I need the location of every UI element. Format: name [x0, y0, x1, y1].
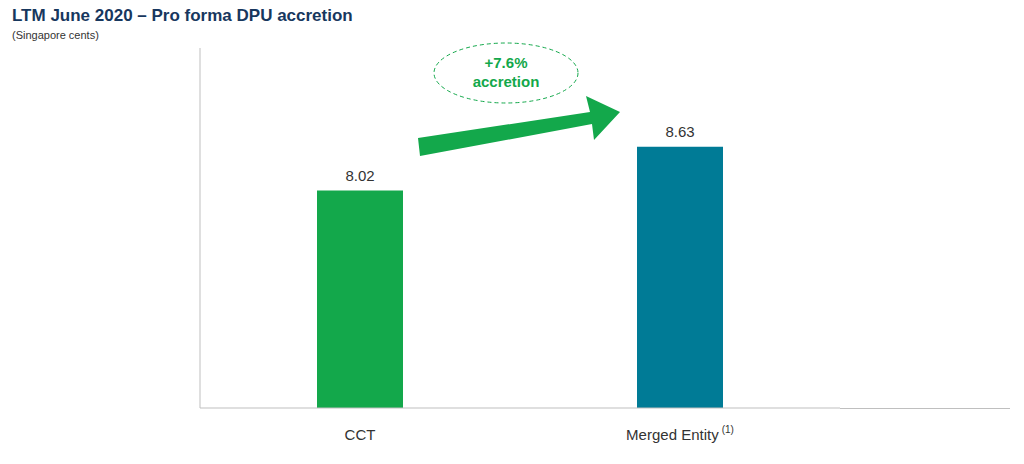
html-text:(Singapore cents): (Singapore cents)	[12, 29, 99, 41]
svg-text:CCT: CCT	[345, 426, 376, 443]
svg-text:accretion: accretion	[473, 73, 540, 90]
svg-text:8.63: 8.63	[665, 123, 694, 140]
svg-text:+7.6%: +7.6%	[485, 54, 528, 71]
svg-text:Merged Entity(1): Merged Entity(1)	[626, 424, 734, 443]
svg-text:8.02: 8.02	[345, 167, 374, 184]
html-text:LTM June 2020 – Pro forma DPU: LTM June 2020 – Pro forma DPU accretion	[12, 6, 353, 25]
